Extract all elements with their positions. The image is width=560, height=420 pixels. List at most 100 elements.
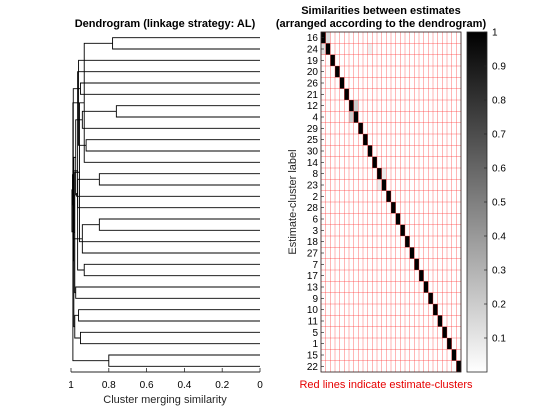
colorbar-tick-label: 0.9 (492, 62, 506, 73)
heatmap-row-label: 20 (307, 67, 319, 78)
heatmap-diagonal-cell (423, 281, 429, 293)
colorbar-ticks: 0.1 0.2 0.3 0.4 0.5 0.6 0.7 0.8 0.9 1 (484, 28, 506, 345)
heatmap-row-label: 24 (307, 45, 319, 56)
dendrogram-x-tick-label: 0.2 (215, 380, 229, 391)
heatmap-diagonal-cell (419, 270, 424, 282)
dendrogram-link (77, 178, 260, 209)
heatmap-cell (377, 179, 382, 191)
dendrogram-link (98, 173, 260, 186)
dendrogram-link (81, 224, 260, 254)
dendrogram-link (80, 82, 260, 95)
dendrogram-x-tick-label: 1 (68, 380, 74, 391)
dendrogram-link (78, 59, 260, 146)
heatmap-cells (321, 32, 461, 372)
heatmap-row-label: 11 (308, 317, 319, 328)
heatmap-cell (349, 111, 354, 123)
dendrogram-x-tick-label: 0.6 (140, 380, 154, 391)
colorbar-tick-label: 0.7 (492, 130, 506, 141)
heatmap-row-label: 17 (307, 271, 319, 282)
heatmap-diagonal-cell (377, 168, 382, 180)
heatmap-row-label: 9 (312, 294, 318, 305)
dendrogram-link (77, 71, 260, 271)
heatmap-diagonal-cell (372, 156, 377, 168)
heatmap-diagonal-cell (442, 326, 447, 338)
dendrogram-link (74, 314, 81, 339)
heatmap-cell (353, 100, 359, 112)
dendrogram-link (85, 139, 260, 152)
heatmap-diagonal-cell (447, 338, 452, 350)
dendrogram-link (112, 37, 260, 50)
heatmap-row-label: 16 (307, 33, 319, 44)
heatmap-row-label: 1 (312, 339, 318, 350)
heatmap-row-label: 29 (307, 124, 319, 135)
dendrogram-x-label: Cluster merging similarity (103, 394, 227, 406)
colorbar-tick-label: 0.3 (492, 266, 506, 277)
colorbar-tick-label: 0.8 (492, 96, 506, 107)
heatmap-row-labels: 1624192026211242925301482322863182771713… (307, 33, 324, 373)
colorbar: 0.1 0.2 0.3 0.4 0.5 0.6 0.7 0.8 0.9 1 (466, 28, 506, 373)
heatmap-row-label: 19 (307, 56, 319, 67)
heatmap-row-label: 13 (307, 283, 319, 294)
heatmap-row-label: 27 (307, 249, 319, 260)
heatmap-diagonal-cell (381, 179, 387, 191)
heatmap-diagonal-cell (456, 360, 461, 372)
dendrogram-panel: Dendrogram (linkage strategy: AL) 1 0.8 0.… (68, 18, 263, 406)
heatmap-diagonal-cell (363, 134, 368, 146)
heatmap-diagonal-cell (451, 349, 457, 361)
heatmap-diagonal-cell (428, 292, 433, 304)
colorbar-tick-label: 0.1 (492, 334, 506, 345)
heatmap-row-label: 23 (307, 181, 319, 192)
heatmap-row-label: 28 (307, 203, 319, 214)
heatmap-diagonal-cell (405, 236, 410, 248)
heatmap-diagonal-cell (349, 100, 354, 112)
dendrogram-link (75, 119, 83, 196)
heatmap-diagonal-cell (386, 190, 391, 202)
dendrogram-links (71, 37, 260, 367)
colorbar-tick-label: 1 (492, 28, 498, 39)
heatmap-panel: Similarities between estimates (arranged… (276, 5, 487, 391)
heatmap-diagonal-cell (433, 304, 438, 316)
colorbar-tick-label: 0.6 (492, 164, 506, 175)
heatmap-diagonal-cell (335, 66, 340, 78)
heatmap-row-label: 25 (307, 135, 319, 146)
heatmap-diagonal-cell (437, 315, 443, 327)
heatmap-cell (381, 168, 387, 180)
colorbar-tick-label: 0.4 (492, 232, 506, 243)
dendrogram-link (83, 42, 260, 163)
dendrogram-x-tick-label: 0 (257, 380, 263, 391)
dendrogram-title: Dendrogram (linkage strategy: AL) (75, 18, 256, 30)
dendrogram-link (81, 110, 260, 129)
heatmap-row-label: 4 (312, 113, 318, 124)
heatmap-frame (320, 31, 462, 373)
dendrogram-link (115, 105, 260, 118)
heatmap-diagonal-cell (395, 213, 401, 225)
dendrogram-link (83, 263, 260, 277)
dendrogram-link (71, 189, 73, 233)
heatmap-row-label: 12 (307, 101, 319, 112)
heatmap-diagonal-cell (330, 54, 335, 66)
heatmap-note: Red lines indicate estimate-clusters (299, 379, 473, 391)
heatmap-row-label: 15 (307, 351, 319, 362)
heatmap-diagonal-cell (325, 43, 331, 55)
heatmap-row-label: 8 (312, 169, 318, 180)
dendrogram-x-tick-label: 0.8 (102, 380, 116, 391)
dendrogram-link (98, 218, 260, 231)
heatmap-diagonal-cell (367, 145, 373, 157)
dendrogram-link (76, 193, 260, 197)
heatmap-title: Similarities between estimates (301, 5, 461, 17)
dendrogram-link (79, 102, 260, 243)
dendrogram-x-tick-label: 0.4 (177, 380, 191, 391)
colorbar-tick-label: 0.2 (492, 300, 506, 311)
heatmap-row-label: 10 (307, 305, 319, 316)
heatmap-row-label: 3 (312, 226, 318, 237)
heatmap-row-label: 14 (307, 158, 319, 169)
heatmap-diagonal-cell (358, 122, 363, 134)
heatmap-diagonal-cell (414, 258, 419, 270)
heatmap-row-label: 6 (312, 215, 318, 226)
heatmap-cell (367, 43, 373, 55)
heatmap-diagonal-cell (400, 224, 405, 236)
dendrogram-link (75, 286, 260, 299)
dendrogram-x-axis: 1 0.8 0.6 0.4 0.2 0 (68, 368, 263, 391)
heatmap-row-label: 2 (312, 192, 318, 203)
